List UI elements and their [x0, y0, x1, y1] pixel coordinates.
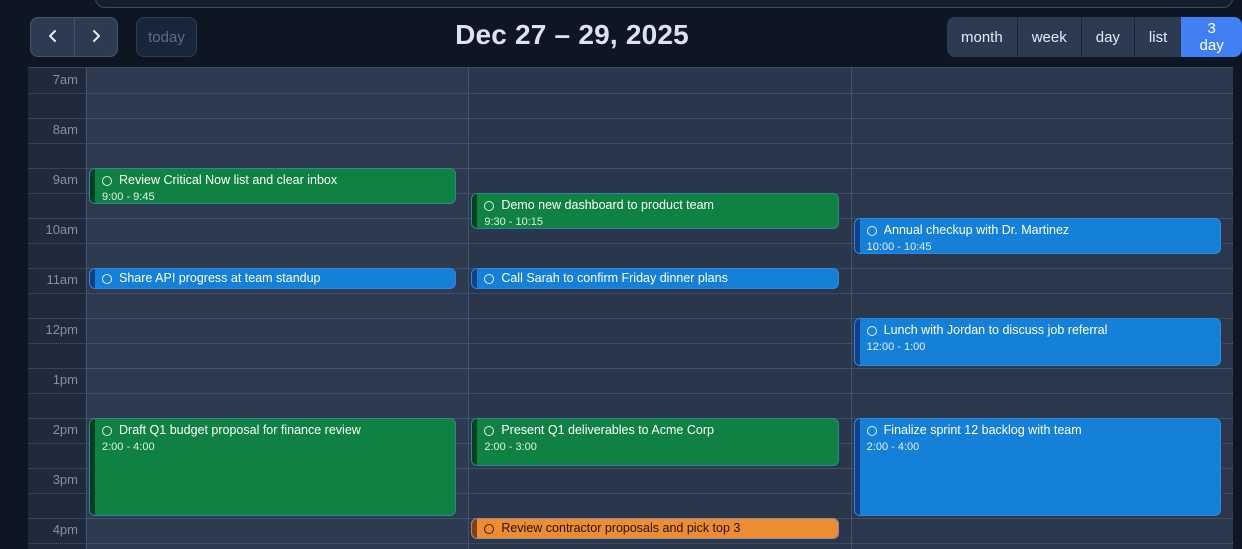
event-title: Annual checkup with Dr. Martinez [883, 223, 1070, 237]
top-panel-edge [95, 0, 1233, 8]
calendar-event[interactable]: Draft Q1 budget proposal for finance rev… [89, 418, 457, 516]
event-title: Finalize sprint 12 backlog with team [883, 423, 1082, 437]
event-circle-icon [484, 523, 495, 534]
calendar-event[interactable]: Review Critical Now list and clear inbox… [89, 168, 457, 204]
event-time: 9:30 - 10:15 [484, 216, 544, 228]
calendar-event[interactable]: Call Sarah to confirm Friday dinner plan… [471, 268, 839, 289]
event-title: Draft Q1 budget proposal for finance rev… [119, 423, 361, 437]
event-circle-icon [866, 425, 877, 436]
event-time: 2:00 - 4:00 [866, 441, 920, 453]
chevron-left-icon [46, 29, 60, 46]
time-label: 2pm [52, 422, 78, 437]
calendar-event[interactable]: Demo new dashboard to product team 9:30 … [471, 193, 839, 229]
event-circle-icon [102, 175, 112, 186]
calendar-event[interactable]: Share API progress at team standup [89, 268, 457, 289]
day-column-3[interactable]: Annual checkup with Dr. Martinez 10:00 -… [850, 68, 1233, 549]
event-circle-icon [102, 273, 112, 284]
calendar-event[interactable]: Finalize sprint 12 backlog with team 2:0… [853, 418, 1221, 516]
event-title: Review contractor proposals and pick top… [501, 521, 741, 535]
event-title: Review Critical Now list and clear inbox [119, 173, 338, 187]
event-circle-icon [484, 273, 495, 284]
time-label: 10am [45, 222, 78, 237]
event-circle-icon [866, 225, 877, 236]
event-circle-icon [866, 325, 877, 336]
prev-button[interactable] [31, 18, 74, 56]
event-circle-icon [484, 200, 495, 211]
time-label: 12pm [45, 322, 78, 337]
event-time: 10:00 - 10:45 [866, 241, 932, 253]
day-column-2[interactable]: Demo new dashboard to product team 9:30 … [468, 68, 851, 549]
calendar-event[interactable]: Lunch with Jordan to discuss job referra… [853, 318, 1221, 366]
calendar-event[interactable]: Review contractor proposals and pick top… [471, 518, 839, 539]
event-title: Demo new dashboard to product team [501, 198, 714, 212]
event-time: 9:00 - 9:45 [102, 191, 155, 203]
event-time: 2:00 - 4:00 [102, 441, 155, 453]
calendar-grid: Review Critical Now list and clear inbox… [28, 67, 1233, 549]
event-circle-icon [484, 425, 495, 436]
event-title: Present Q1 deliverables to Acme Corp [501, 423, 714, 437]
day-column-1[interactable]: Review Critical Now list and clear inbox… [86, 68, 469, 549]
next-button[interactable] [74, 18, 117, 56]
event-title: Lunch with Jordan to discuss job referra… [883, 323, 1108, 337]
time-label: 11am [46, 272, 78, 287]
today-button[interactable]: today [136, 17, 197, 57]
time-label: 9am [52, 172, 78, 187]
calendar-title: Dec 27 – 29, 2025 [455, 19, 689, 50]
view-button-3day[interactable]: 3 day [1181, 17, 1242, 57]
view-button-month[interactable]: month [947, 17, 1017, 57]
nav-button-group [30, 17, 118, 57]
view-button-week[interactable]: week [1016, 17, 1081, 57]
time-label: 3pm [52, 472, 78, 487]
time-label: 8am [52, 122, 78, 137]
view-button-list[interactable]: list [1133, 17, 1182, 57]
time-label: 1pm [52, 372, 78, 387]
event-time: 12:00 - 1:00 [866, 341, 926, 353]
calendar-event[interactable]: Annual checkup with Dr. Martinez 10:00 -… [853, 218, 1221, 254]
view-button-day[interactable]: day [1080, 17, 1134, 57]
event-circle-icon [102, 425, 112, 436]
calendar-event[interactable]: Present Q1 deliverables to Acme Corp 2:0… [471, 418, 839, 466]
event-title: Share API progress at team standup [119, 271, 321, 285]
chevron-right-icon [89, 29, 103, 46]
view-switcher: month week day list 3 day [947, 17, 1242, 57]
time-label: 4pm [52, 522, 78, 537]
event-time: 2:00 - 3:00 [484, 441, 537, 453]
time-label: 7am [52, 72, 78, 87]
calendar-toolbar: today Dec 27 – 29, 2025 month week day list… [0, 17, 1242, 57]
event-title: Call Sarah to confirm Friday dinner plan… [501, 271, 728, 285]
